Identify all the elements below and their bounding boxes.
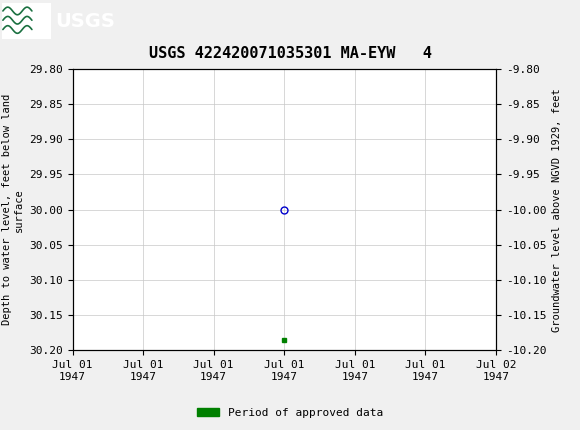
Legend: Period of approved data: Period of approved data	[193, 403, 387, 422]
Text: USGS: USGS	[55, 12, 115, 31]
Bar	[2, 3, 51, 39]
Y-axis label: Depth to water level, feet below land
surface: Depth to water level, feet below land su…	[2, 94, 23, 325]
Y-axis label: Groundwater level above NGVD 1929, feet: Groundwater level above NGVD 1929, feet	[552, 88, 561, 332]
Text: USGS 422420071035301 MA-EYW   4: USGS 422420071035301 MA-EYW 4	[148, 46, 432, 61]
